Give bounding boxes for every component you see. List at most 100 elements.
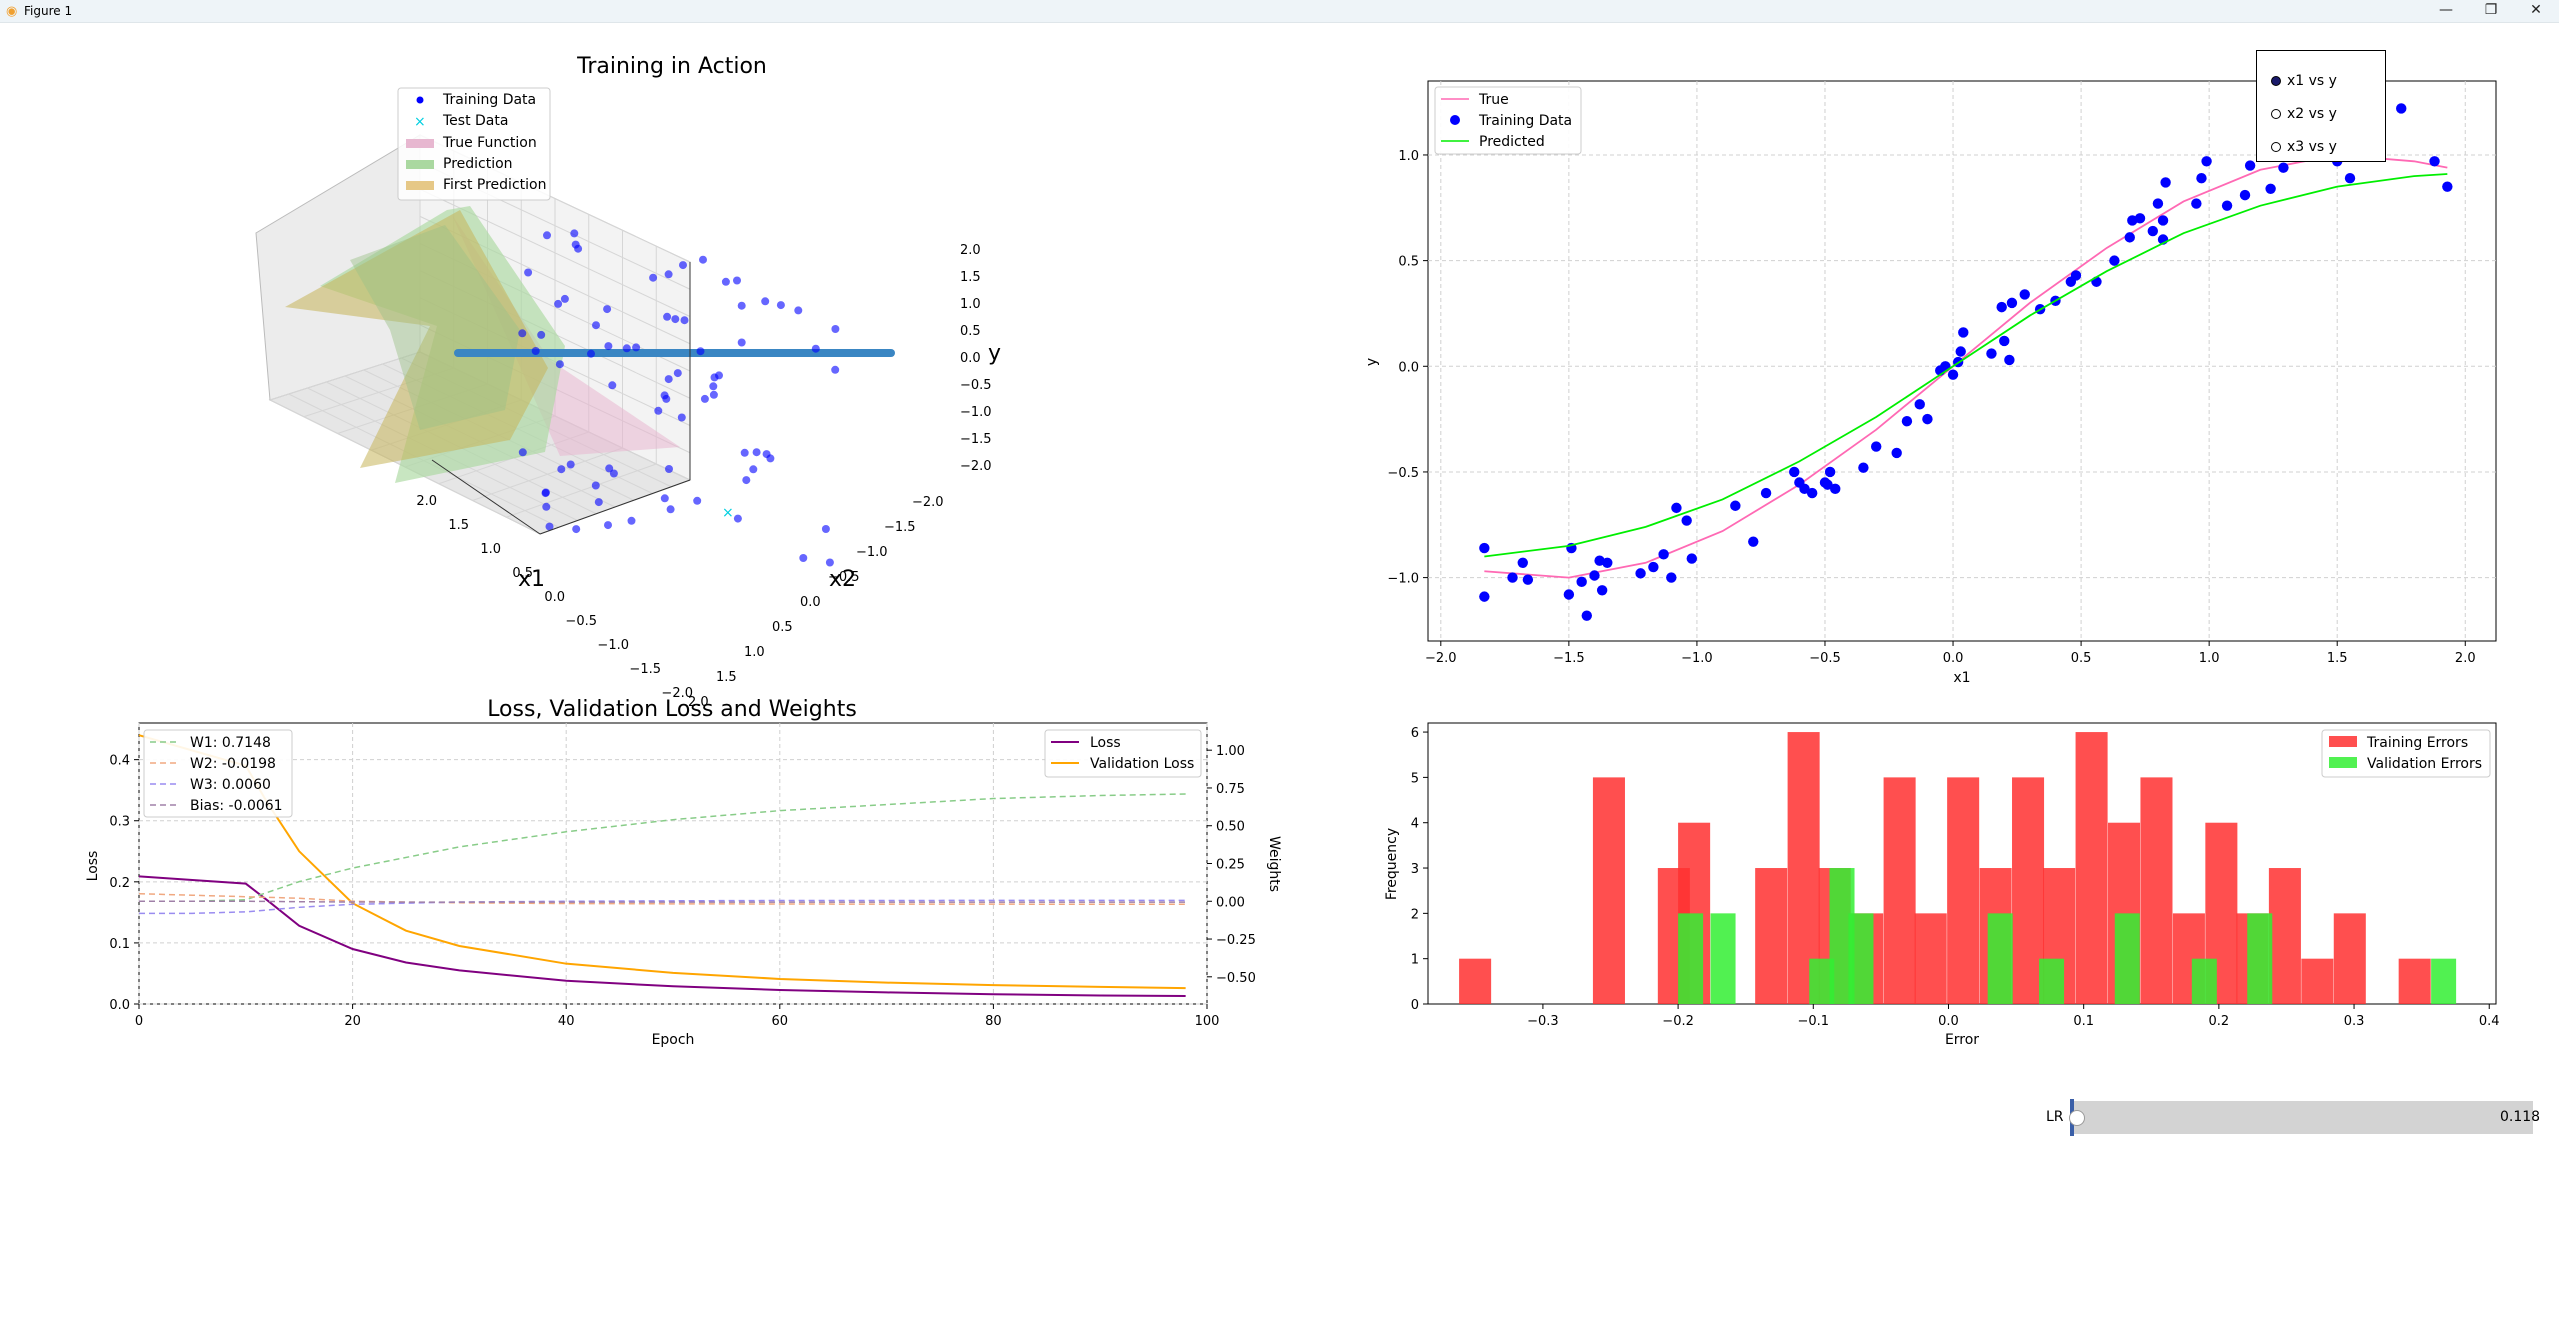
figure-canvas[interactable]: Training in Action × 2.01.51.00.50.0−0.5… — [0, 22, 2559, 1335]
training-point-3d — [737, 338, 746, 347]
training-error-bar — [1914, 913, 1947, 1004]
training-data-point — [2124, 232, 2135, 243]
training-point-3d — [709, 382, 718, 391]
training-data-point — [2070, 270, 2082, 281]
training-point-3d — [654, 406, 663, 415]
training-error-bar — [2140, 777, 2173, 1004]
training-data-point — [2134, 213, 2146, 224]
check-x2-indicator[interactable] — [2271, 109, 2281, 119]
hist-ytick-label: 0 — [1411, 998, 1419, 1013]
scatter-xtick-label: −2.0 — [1425, 651, 1457, 666]
loss-ytick-label: 0.0 — [109, 998, 130, 1013]
close-button[interactable]: ✕ — [2530, 2, 2542, 18]
check-x2-vs-y[interactable]: x2 vs y — [2271, 106, 2337, 122]
histogram-xlabel: Error — [1945, 1032, 1979, 1048]
hist-ytick-label: 2 — [1411, 907, 1419, 922]
hist-xtick-label: 0.2 — [2209, 1014, 2230, 1029]
training-error-bar — [2333, 913, 2366, 1004]
weights-ytick-label: 0.00 — [1216, 895, 1245, 910]
check-x1-indicator[interactable] — [2271, 76, 2281, 86]
training-point-3d — [608, 381, 617, 390]
training-data-point — [1822, 479, 1833, 490]
legend-w1: W1: 0.7148 — [190, 735, 271, 751]
check-x3-indicator[interactable] — [2271, 142, 2281, 152]
legend-predicted: Predicted — [1479, 134, 1545, 150]
training-data-point — [1996, 301, 2007, 313]
z-tick-label: −2.0 — [960, 459, 992, 474]
training-point-3d — [531, 347, 540, 355]
scatter-xlabel: x1 — [1953, 670, 1970, 686]
training-data-point — [2429, 156, 2440, 167]
training-point-3d — [664, 270, 673, 279]
training-data-point — [1922, 413, 1933, 425]
minimize-button[interactable]: — — [2439, 2, 2453, 18]
training-data-point — [2160, 177, 2171, 188]
training-point-3d — [742, 476, 751, 485]
training-point-3d — [664, 375, 673, 384]
x2-tick-label: −2.0 — [912, 495, 944, 510]
training-error-bar — [2301, 958, 2334, 1004]
scatter-xtick-label: 1.5 — [2327, 651, 2348, 666]
training-data-point — [1958, 327, 1969, 338]
weights-ytick-label: 0.75 — [1216, 782, 1245, 797]
validation-error-bar — [1710, 913, 1736, 1004]
training-data-point — [1986, 348, 1997, 359]
loss-plot[interactable]: Loss, Validation Loss and Weights 0 20 40 6… — [85, 697, 1282, 1048]
training-point-3d — [680, 316, 689, 325]
loss-ytick-label: 0.2 — [109, 876, 130, 891]
loss-title: Loss, Validation Loss and Weights — [487, 697, 857, 722]
training-point-3d — [740, 448, 749, 457]
z-tick-label: 0.5 — [960, 324, 981, 339]
legend-training-data: Training Data — [442, 92, 536, 108]
training-point-3d — [660, 391, 669, 400]
training-data-point — [2278, 162, 2289, 173]
hist-ytick-label: 4 — [1411, 817, 1419, 832]
check-x1-vs-y[interactable]: x1 vs y — [2271, 73, 2337, 89]
scatter-plot[interactable]: −2.0 −1.5 −1.0 −0.5 0.0 0.5 1.0 1.5 2.0 −1.0 −0.5 0… — [1364, 80, 2497, 686]
training-point-3d — [749, 465, 758, 474]
validation-error-bar — [2191, 958, 2217, 1004]
histogram-plot[interactable]: −0.3 −0.2 −0.1 0.0 0.1 0.2 0.3 0.4 0 1 2 3 4 5 6 Error… — [1384, 722, 2500, 1048]
hist-xtick-label: 0.0 — [1938, 1014, 1959, 1029]
check-x2-label: x2 vs y — [2287, 106, 2337, 122]
x1-tick-label: −1.0 — [597, 638, 629, 653]
training-error-bar — [2268, 868, 2301, 1004]
maximize-button[interactable]: ❐ — [2484, 2, 2498, 18]
training-point-3d — [605, 464, 614, 473]
legend-val-loss: Validation Loss — [1090, 756, 1194, 772]
loss-xtick-label: 20 — [344, 1014, 361, 1029]
plot3d-x1-axis-line — [431, 459, 541, 535]
training-data-point — [1479, 542, 1490, 554]
x1-tick-label: 0.0 — [544, 590, 565, 605]
plot3d-axes[interactable]: Training in Action × 2.01.51.00.50.0−0.5… — [255, 54, 1001, 710]
lr-slider-handle[interactable] — [2069, 1110, 2085, 1126]
training-data-point — [1576, 576, 1587, 588]
training-point-3d — [518, 329, 527, 338]
lr-slider[interactable]: LR — [2040, 1099, 2533, 1137]
training-point-3d — [603, 305, 612, 314]
weights-ylabel: Weights — [1266, 836, 1282, 892]
training-data-point — [1999, 335, 2010, 347]
loss-gridlines — [138, 723, 1208, 1005]
training-point-3d — [592, 321, 600, 330]
training-data-point — [2396, 103, 2407, 114]
training-point-3d — [721, 277, 730, 286]
hist-xtick-label: −0.3 — [1527, 1014, 1559, 1029]
loss-xtick-label: 80 — [985, 1014, 1002, 1029]
loss-xtick-label: 60 — [772, 1014, 789, 1029]
plot3d-x2-axis-line — [539, 479, 691, 535]
training-data-point — [1955, 346, 1966, 357]
training-point-3d — [627, 516, 636, 525]
training-point-3d — [543, 231, 551, 240]
check-x3-vs-y[interactable]: x3 vs y — [2271, 139, 2337, 155]
lr-slider-track[interactable] — [2072, 1101, 2533, 1134]
z-tick-label: 2.0 — [960, 243, 981, 258]
hist-ytick-label: 1 — [1411, 953, 1419, 968]
x1-tick-label: 1.0 — [480, 542, 501, 557]
training-point-3d — [679, 261, 687, 270]
training-point-3d — [555, 360, 564, 369]
scatter-legend-box — [1434, 86, 1582, 155]
training-point-3d — [604, 342, 613, 351]
plot3d-x2-label: x2 — [829, 567, 856, 592]
histogram-legend-box — [2321, 729, 2491, 778]
